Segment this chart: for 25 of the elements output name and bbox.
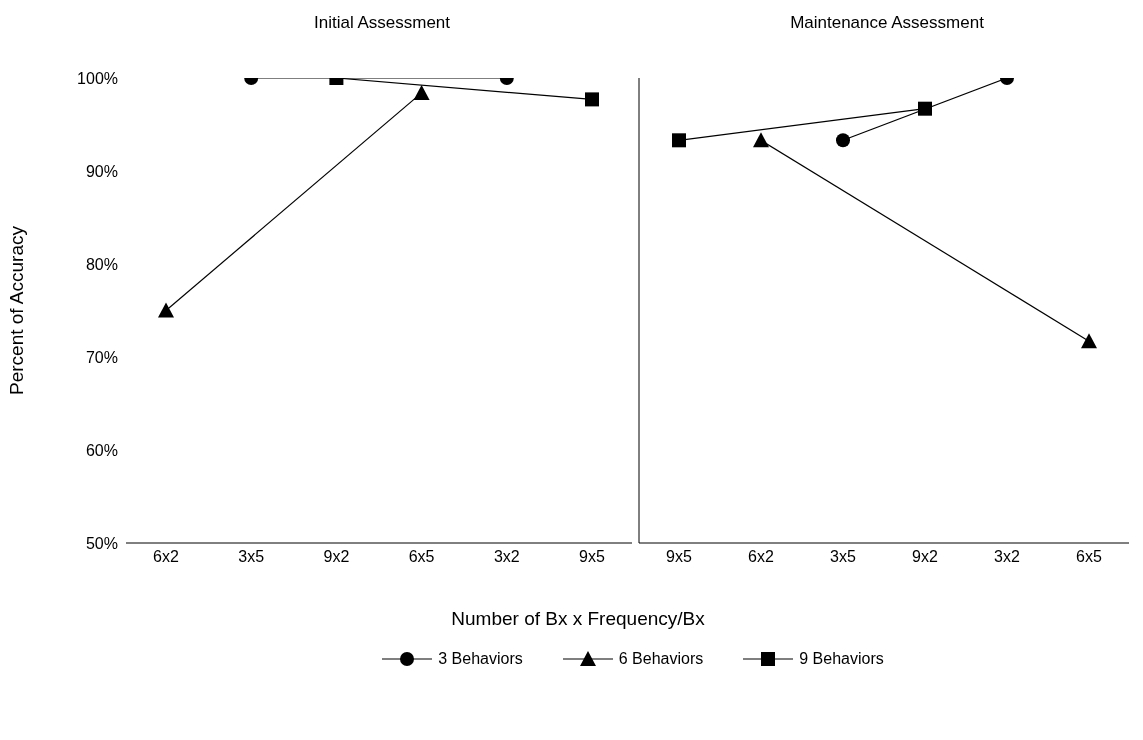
y-axis-title: Percent of Accuracy	[5, 225, 27, 395]
x-tick-label: 3x2	[994, 548, 1020, 566]
chart-title: Initial Assessment	[312, 12, 452, 34]
y-tick-label: 100%	[77, 69, 118, 87]
x-tick-label: 3x2	[493, 548, 520, 566]
x-tick-label: 6x2	[748, 548, 774, 566]
x-tick-label: 9x2	[912, 548, 938, 566]
y-tick-label: 50%	[85, 534, 118, 552]
x-tick-label: 3x5	[238, 548, 265, 566]
y-tick-label: 90%	[85, 162, 118, 180]
legend-label: 3 Behaviors	[438, 650, 523, 668]
x-tick-label: 6x5	[1076, 548, 1102, 566]
chart-title: Maintenance Assessment	[789, 12, 985, 34]
y-tick-label: 70%	[85, 348, 118, 366]
x-tick-label: 9x5	[666, 548, 692, 566]
y-tick-label: 80%	[85, 255, 118, 273]
legend-label: 9 Behaviors	[799, 650, 884, 668]
legend-label: 6 Behaviors	[618, 650, 704, 668]
y-tick-label: 60%	[85, 441, 118, 459]
x-axis-title: Number of Bx x Frequency/Bx	[450, 608, 706, 630]
x-tick-label: 6x2	[153, 548, 179, 566]
x-tick-label: 3x5	[830, 548, 856, 566]
x-tick-label: 9x5	[579, 548, 605, 566]
x-tick-label: 6x5	[408, 548, 435, 566]
x-tick-label: 9x2	[323, 548, 350, 566]
